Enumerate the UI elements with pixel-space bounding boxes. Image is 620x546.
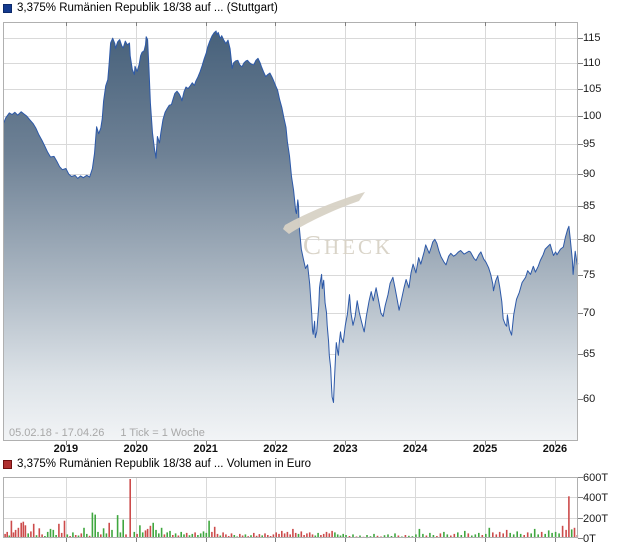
- volume-y-tick-label: 600T: [583, 472, 609, 484]
- price-chart-header: 3,375% Rumänien Republik 18/38 auf ... (…: [3, 2, 278, 14]
- price-y-tick-label: 115: [583, 32, 601, 45]
- volume-plot-area: [2, 477, 583, 543]
- chart-footer-note: 05.02.18 - 17.04.26 1 Tick = 1 Woche: [9, 427, 205, 439]
- price-series-legend-swatch: [3, 3, 12, 13]
- x-axis-tick: [206, 441, 207, 445]
- x-axis-year-label: 2025: [472, 443, 498, 455]
- x-axis-year-labels: 2019 2020 2021 2022 2023 2024 2025 2026: [3, 443, 579, 457]
- price-y-tick-label: 110: [583, 56, 601, 69]
- x-axis-tick: [275, 441, 276, 445]
- price-y-axis: 115 110 105 100 95 90 85 80 75 70 65 60: [583, 22, 619, 441]
- x-axis-tick: [555, 441, 556, 445]
- x-axis-tick: [66, 441, 67, 445]
- price-y-tick-label: 70: [583, 307, 596, 320]
- x-axis-year-label: 2021: [193, 443, 218, 455]
- volume-chart-canvas: [2, 477, 583, 542]
- price-y-tick-label: 60: [583, 392, 596, 405]
- price-y-tick-label: 90: [583, 168, 596, 181]
- svg-text:CHECK: CHECK: [303, 230, 393, 260]
- price-plot-area: CHECK: [2, 22, 583, 441]
- price-y-tick-label: 65: [583, 348, 596, 361]
- volume-y-tick-label: 200T: [583, 512, 609, 525]
- x-axis-tick: [136, 441, 137, 445]
- tick-interval-label: 1 Tick = 1 Woche: [120, 427, 205, 439]
- x-axis-tick: [415, 441, 416, 445]
- price-y-tick-label: 105: [583, 82, 602, 95]
- x-axis-year-label: 2019: [53, 443, 79, 455]
- volume-series-legend-swatch: [3, 459, 12, 469]
- volume-y-tick-label: 0T: [583, 533, 596, 545]
- price-y-tick-label: 80: [583, 233, 596, 246]
- volume-y-tick-label: 400T: [583, 492, 609, 505]
- price-chart-title: 3,375% Rumänien Republik 18/38 auf ... (…: [17, 2, 278, 14]
- price-y-tick-label: 75: [583, 269, 596, 282]
- date-range-label: 05.02.18 - 17.04.26: [9, 427, 105, 439]
- volume-y-axis: 600T 400T 200T 0T: [583, 472, 619, 545]
- x-axis-tick: [485, 441, 486, 445]
- x-axis-year-label: 2020: [123, 443, 148, 455]
- x-axis-year-label: 2022: [263, 443, 288, 455]
- volume-chart-header: 3,375% Rumänien Republik 18/38 auf ... V…: [3, 458, 311, 470]
- price-y-tick-label: 95: [583, 138, 596, 151]
- x-axis-year-label: 2023: [333, 443, 358, 455]
- volume-chart-title: 3,375% Rumänien Republik 18/38 auf ... V…: [17, 458, 312, 470]
- price-chart-canvas: CHECK: [2, 22, 583, 441]
- x-axis-year-label: 2026: [542, 443, 568, 455]
- price-y-tick-label: 85: [583, 199, 596, 212]
- x-axis-year-label: 2024: [402, 443, 428, 455]
- x-axis-tick: [345, 441, 346, 445]
- price-y-tick-label: 100: [583, 109, 602, 122]
- x-axis-ticks: [3, 441, 579, 446]
